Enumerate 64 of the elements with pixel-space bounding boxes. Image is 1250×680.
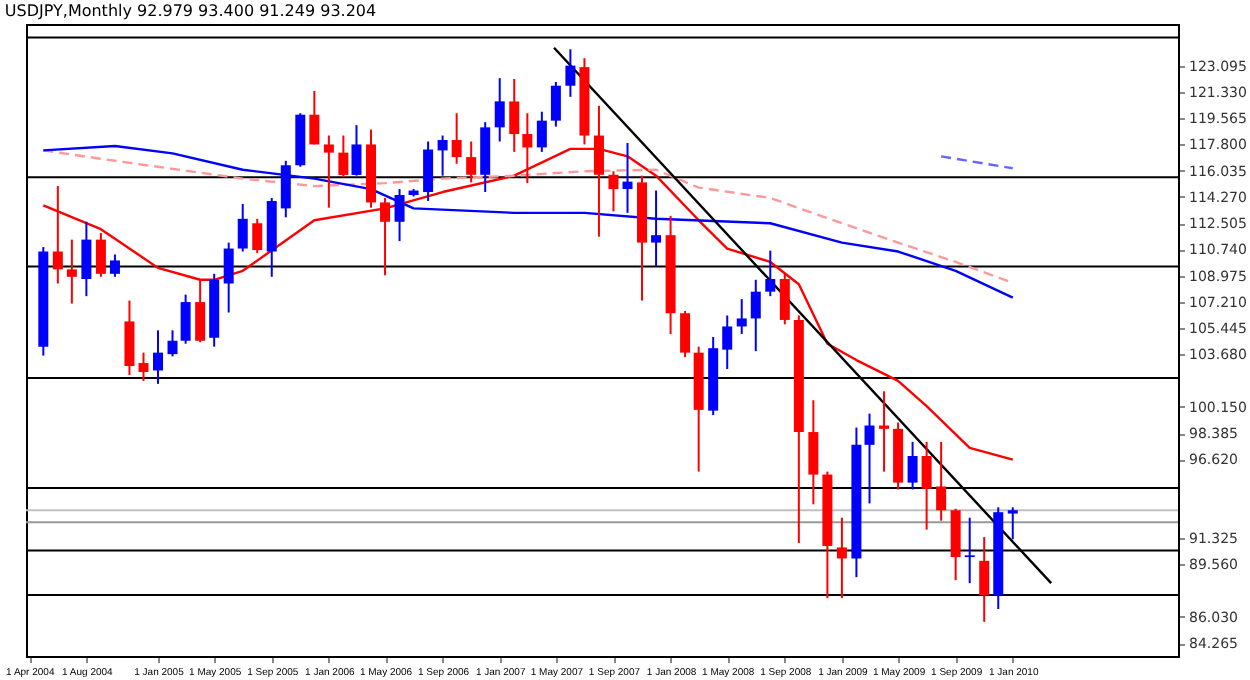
candlestick — [565, 48, 576, 98]
candlestick — [779, 272, 790, 326]
candlestick — [808, 399, 819, 506]
candlestick — [851, 426, 862, 579]
candlestick — [52, 185, 63, 285]
candlestick — [351, 124, 362, 177]
candlestick — [237, 202, 248, 253]
candlestick — [494, 77, 505, 143]
candlestick — [864, 412, 875, 505]
candlestick — [921, 440, 932, 531]
candlestick — [209, 272, 220, 348]
candlestick — [736, 298, 747, 336]
candlestick — [295, 112, 306, 168]
candlestick — [637, 174, 648, 302]
candlestick — [252, 217, 263, 255]
candlestick — [893, 421, 904, 491]
candlestick — [651, 189, 662, 268]
candlestick — [437, 134, 448, 177]
candlestick — [907, 440, 918, 491]
candlestick — [822, 470, 833, 599]
candlestick — [109, 253, 120, 278]
candlestick — [480, 121, 491, 194]
candlestick — [536, 110, 547, 153]
candlestick — [665, 214, 676, 336]
candlestick — [936, 440, 947, 522]
candlestick — [180, 293, 191, 345]
candlestick — [579, 57, 590, 146]
candlestick — [879, 390, 890, 473]
candlestick — [95, 231, 106, 278]
candlestick — [680, 310, 691, 359]
candlestick — [380, 196, 391, 277]
candlestick — [693, 345, 704, 473]
candlestick — [153, 329, 163, 385]
candlestick — [979, 536, 990, 623]
candlestick — [309, 89, 320, 146]
candlestick — [765, 249, 776, 298]
candlestick — [722, 314, 733, 370]
candlestick — [836, 516, 847, 599]
candlestick — [993, 506, 1004, 611]
candlestick — [451, 112, 462, 165]
candlestick — [394, 188, 405, 243]
candlestick — [964, 516, 975, 585]
candlestick — [223, 241, 234, 314]
candlestick — [138, 351, 149, 382]
candlestick — [38, 246, 49, 357]
chart-title: USDJPY,Monthly 92.979 93.400 91.249 93.204 — [4, 2, 377, 20]
candlestick — [423, 140, 434, 202]
candlestick — [793, 314, 804, 544]
candlestick — [950, 507, 961, 582]
candlestick — [66, 238, 77, 305]
candlestick — [708, 336, 719, 417]
candlestick — [81, 220, 92, 298]
candlestick — [195, 278, 206, 344]
candlestick — [750, 278, 761, 353]
candlestick — [124, 299, 135, 376]
candlestick — [167, 329, 178, 358]
candlestick — [266, 196, 277, 278]
candlestick — [550, 81, 561, 128]
candlestick — [608, 170, 619, 213]
candlestick — [338, 134, 349, 179]
candlestick — [323, 134, 334, 209]
candlestick — [280, 159, 291, 219]
candlestick — [509, 78, 520, 153]
candlestick — [1007, 506, 1018, 541]
